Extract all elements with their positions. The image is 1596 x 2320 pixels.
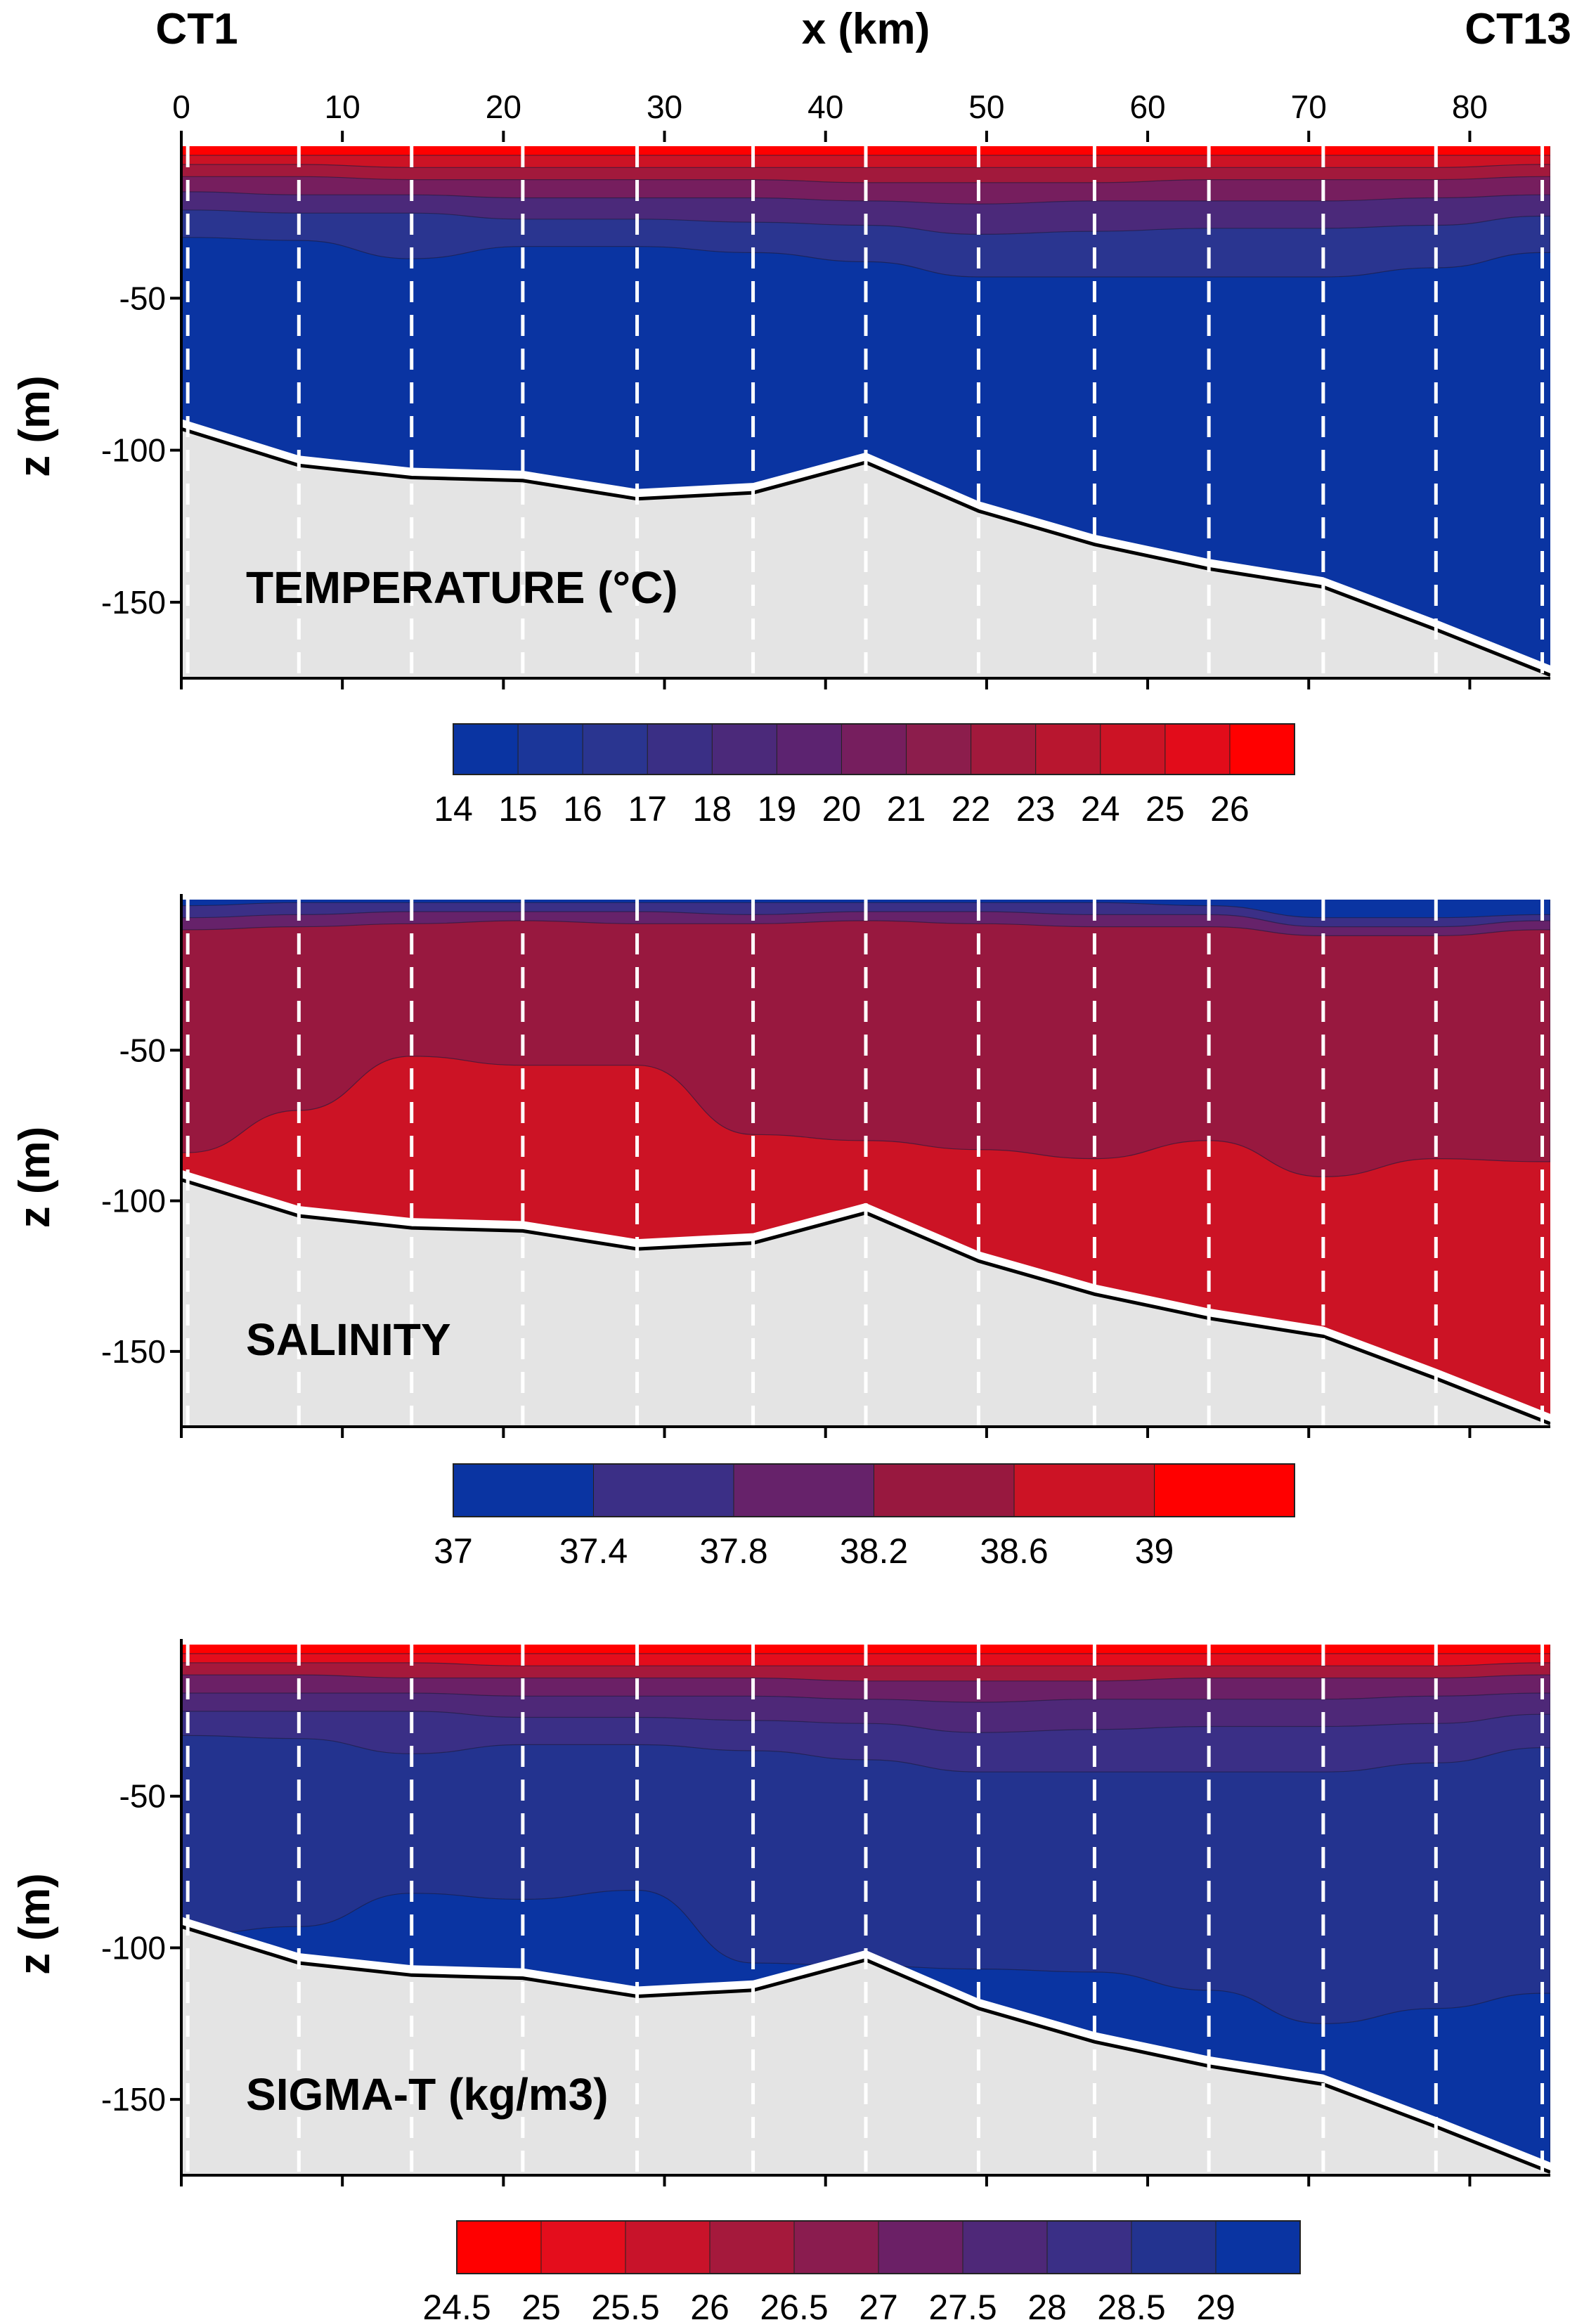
plot-area [181, 146, 1550, 678]
colorbar-label: 17 [628, 789, 667, 829]
panel-title: TEMPERATURE (°C) [246, 562, 678, 613]
colorbar-swatch [625, 2220, 711, 2274]
colorbar-swatch [733, 1463, 875, 1517]
colorbar-label: 18 [692, 789, 732, 829]
y-tick-label: -50 [119, 280, 166, 316]
colorbar-label: 25 [1146, 789, 1185, 829]
colorbar-swatch [1229, 723, 1296, 775]
y-tick-label: -100 [101, 1929, 166, 1966]
colorbar-label: 25 [521, 2288, 561, 2320]
colorbar-swatch [1013, 1463, 1155, 1517]
colorbar-label: 26 [1210, 789, 1250, 829]
colorbar: 37 37.4 37.8 38.2 38.6 39 [434, 1463, 1295, 1571]
y-axis-label: z (m) [11, 375, 59, 477]
colorbar-label: 20 [822, 789, 862, 829]
colorbar-swatch [453, 723, 519, 775]
x-tick-label: 60 [1129, 89, 1165, 125]
plot-area [181, 1645, 1550, 2175]
colorbar-label: 37 [434, 1531, 473, 1571]
y-tick-label: -50 [119, 1032, 166, 1068]
x-tick-label: 70 [1291, 89, 1327, 125]
colorbar-swatch [647, 723, 713, 775]
colorbar-frame [453, 1463, 1295, 1517]
colorbar-swatch [878, 2220, 964, 2274]
colorbar: 14 15 16 17 18 19 20 21 22 23 24 25 26 [434, 723, 1296, 829]
colorbar-label: 28.5 [1097, 2288, 1165, 2320]
colorbar-swatch [1035, 723, 1101, 775]
colorbar-label: 16 [563, 789, 602, 829]
sigma-t-panel: -50 -100 -150 z (m) SIGMA-T (kg/m3) 24.5 25 25.… [11, 1639, 1550, 2320]
colorbar-swatch [841, 723, 907, 775]
colorbar-swatch [793, 2220, 879, 2274]
colorbar-swatch [971, 723, 1037, 775]
colorbar-label: 28 [1027, 2288, 1067, 2320]
colorbar-label: 37.4 [559, 1531, 628, 1571]
y-tick-label: -150 [101, 584, 166, 621]
colorbar-label: 14 [434, 789, 473, 829]
colorbar-label: 24.5 [422, 2288, 491, 2320]
colorbar-label: 23 [1016, 789, 1056, 829]
x-tick-label: 0 [172, 89, 190, 125]
colorbar-label: 29 [1196, 2288, 1235, 2320]
left-station-label: CT1 [155, 5, 238, 53]
colorbar-swatch [874, 1463, 1015, 1517]
x-tick-label: 10 [325, 89, 361, 125]
colorbar-frame [453, 723, 1295, 775]
colorbar-swatch [1154, 1463, 1295, 1517]
temperature-panel: 0 10 20 30 40 50 60 70 80 -50 -100 -150 z (m) TEMPERA… [11, 89, 1550, 829]
colorbar-label: 26 [690, 2288, 729, 2320]
salinity-panel: -50 -100 -150 z (m) SALINITY 37 37.4 37.8 38.2 38… [11, 894, 1550, 1571]
y-axis-label: z (m) [11, 1127, 59, 1229]
y-tick-label: -50 [119, 1778, 166, 1815]
y-tick-label: -100 [101, 432, 166, 469]
plot-area [181, 900, 1550, 1427]
colorbar-swatch [1100, 723, 1166, 775]
panel-title: SALINITY [246, 1314, 451, 1365]
colorbar-swatch [1046, 2220, 1132, 2274]
x-tick-label: 30 [647, 89, 682, 125]
colorbar-label: 25.5 [591, 2288, 659, 2320]
colorbar-swatch [517, 723, 584, 775]
colorbar-label: 22 [952, 789, 991, 829]
panel-title: SIGMA-T (kg/m3) [246, 2069, 609, 2120]
y-tick-label: -100 [101, 1183, 166, 1219]
x-tick-label: 80 [1452, 89, 1488, 125]
colorbar-swatch [540, 2220, 626, 2274]
colorbar-label: 15 [498, 789, 538, 829]
colorbar: 24.5 25 25.5 26 26.5 27 27.5 28 28.5 29 [422, 2220, 1301, 2320]
colorbar-swatch [1131, 2220, 1217, 2274]
colorbar-swatch [906, 723, 972, 775]
colorbar-label: 39 [1135, 1531, 1174, 1571]
colorbar-label: 27 [859, 2288, 898, 2320]
colorbar-label: 38.6 [980, 1531, 1048, 1571]
colorbar-label: 21 [887, 789, 926, 829]
colorbar-label: 26.5 [760, 2288, 828, 2320]
colorbar-swatch [593, 1463, 734, 1517]
x-axis-label: x (km) [802, 5, 930, 53]
colorbar-frame [456, 2220, 1301, 2274]
colorbar-swatch [776, 723, 843, 775]
colorbar-label: 19 [758, 789, 797, 829]
colorbar-label: 38.2 [840, 1531, 908, 1571]
colorbar-label: 37.8 [699, 1531, 767, 1571]
colorbar-label: 27.5 [928, 2288, 997, 2320]
colorbar-swatch [709, 2220, 795, 2274]
colorbar-swatch [711, 723, 778, 775]
colorbar-label: 24 [1081, 789, 1120, 829]
y-tick-label: -150 [101, 1333, 166, 1370]
x-tick-label: 50 [968, 89, 1004, 125]
colorbar-swatch [456, 2220, 542, 2274]
x-tick-label: 20 [486, 89, 521, 125]
colorbar-swatch [962, 2220, 1048, 2274]
y-tick-label: -150 [101, 2081, 166, 2118]
colorbar-swatch [453, 1463, 595, 1517]
x-tick-label: 40 [807, 89, 843, 125]
colorbar-swatch [1215, 2220, 1301, 2274]
colorbar-swatch [582, 723, 649, 775]
y-axis-label: z (m) [11, 1873, 59, 1975]
colorbar-swatch [1164, 723, 1231, 775]
right-station-label: CT13 [1465, 5, 1571, 53]
